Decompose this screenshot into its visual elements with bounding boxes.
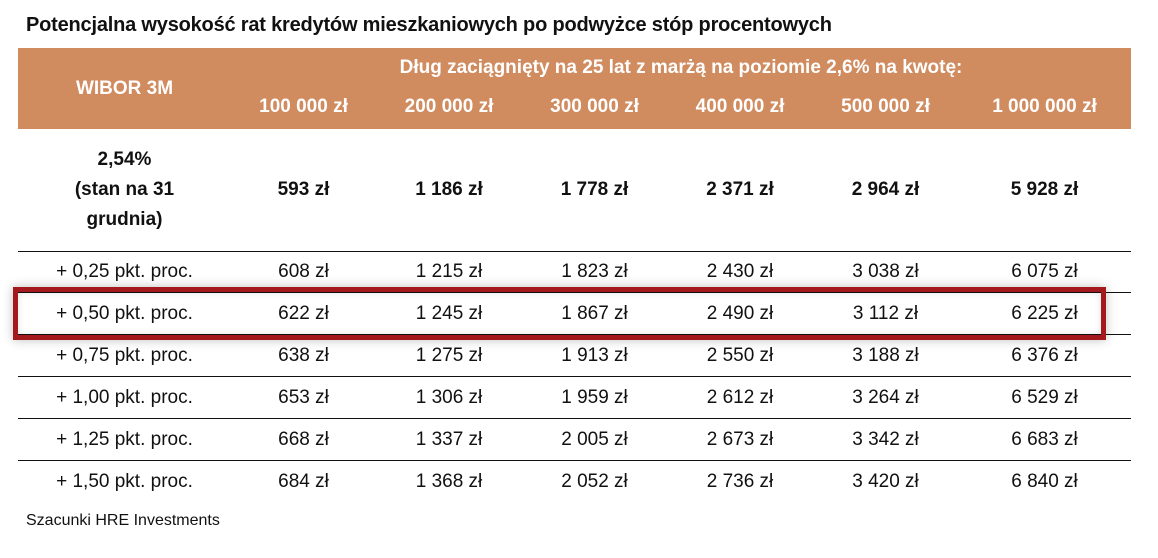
table-cell: 1 867 zł [561,302,628,324]
table-cell: 1 215 zł [415,260,483,282]
base-rate-note-1: (stan na 31 [74,179,175,200]
row-label: + 0,75 pkt. proc. [56,344,193,366]
table-cell: 6 376 zł [1011,344,1078,366]
table-cell: 593 zł [277,179,330,200]
table-cell: 1 823 zł [561,260,628,282]
table-cell: 6 075 zł [1011,260,1078,282]
table-cell: 3 188 zł [852,344,919,366]
table-cell: 2 430 zł [706,260,774,282]
table-header: WIBOR 3M Dług zaciągnięty na 25 lat z ma… [18,48,1131,129]
table-row: + 0,75 pkt. proc. 638 zł 1 275 zł 1 913 … [18,335,1131,377]
table-cell: 3 420 zł [852,470,919,492]
table-cell: 1 275 zł [415,344,483,366]
header-col-500k: 500 000 zł [841,96,930,117]
table-cell: 2 052 zł [561,470,628,492]
table-cell: 608 zł [278,260,329,282]
table-cell: 1 186 zł [415,179,483,200]
header-loan-description: Dług zaciągnięty na 25 lat z marżą na po… [399,57,963,78]
row-label: + 0,25 pkt. proc. [56,260,193,282]
table-cell: 3 342 zł [852,428,919,450]
header-col-200k: 200 000 zł [404,96,494,117]
header-wibor-label: WIBOR 3M [75,77,174,99]
table-cell: 5 928 zł [1010,179,1079,200]
table-cell: 6 840 zł [1011,470,1078,492]
table-cell: 3 264 zł [852,386,919,408]
table-cell: 1 959 zł [561,386,628,408]
table-cell: 2 371 zł [706,179,774,200]
table-cell: 6 683 zł [1011,428,1078,450]
table-cell: 1 306 zł [415,386,483,408]
table-cell: 1 913 zł [561,344,628,366]
table-title: Potencjalna wysokość rat kredytów mieszk… [26,14,832,36]
row-label: + 1,00 pkt. proc. [56,386,193,408]
table-row-highlighted: + 0,50 pkt. proc. 622 zł 1 245 zł 1 867 … [18,293,1131,335]
table-cell: 1 245 zł [415,302,483,324]
table-cell: 2 550 zł [706,344,774,366]
row-label-base: 2,54% (stan na 31 grudnia) [18,129,231,251]
row-label: + 1,25 pkt. proc. [56,428,193,450]
header-col-400k: 400 000 zł [695,96,785,117]
table-cell: 2 612 zł [706,386,774,408]
table-cell: 6 225 zł [1011,302,1078,324]
table-cell: 653 zł [278,386,329,408]
table-cell: 2 964 zł [851,179,920,200]
table-cell: 2 673 zł [706,428,774,450]
table-cell: 3 112 zł [852,302,919,324]
table-row: + 1,00 pkt. proc. 653 zł 1 306 zł 1 959 … [18,377,1131,419]
header-col-1m: 1 000 000 zł [992,96,1097,117]
table-row: + 1,25 pkt. proc. 668 zł 1 337 zł 2 005 … [18,419,1131,461]
header-amount-columns: 100 000 zł 200 000 zł 300 000 zł 400 000… [18,96,1131,122]
table-cell: 684 zł [278,470,329,492]
row-label: + 0,50 pkt. proc. [56,302,193,324]
table-cell: 2 490 zł [706,302,774,324]
header-col-300k: 300 000 zł [550,96,639,117]
table-cell: 1 778 zł [560,179,629,200]
base-rate-value: 2,54% [97,149,152,170]
table-cell: 2 736 zł [706,470,774,492]
table-cell: 6 529 zł [1011,386,1078,408]
table-cell: 622 zł [278,302,329,324]
table-row: + 0,25 pkt. proc. 608 zł 1 215 zł 1 823 … [18,251,1131,293]
table-row: + 1,50 pkt. proc. 684 zł 1 368 zł 2 052 … [18,461,1131,502]
table-row-base: 2,54% (stan na 31 grudnia) 593 zł 1 186 … [18,129,1131,252]
table-cell: 2 005 zł [561,428,628,450]
table-cell: 638 zł [278,344,329,366]
source-note: Szacunki HRE Investments [26,512,220,529]
table-cell: 668 zł [278,428,329,450]
base-rate-note-2: grudnia) [86,209,163,230]
table-cell: 3 038 zł [852,260,919,282]
table-cell: 1 337 zł [415,428,483,450]
table-cell: 1 368 zł [415,470,483,492]
row-label: + 1,50 pkt. proc. [56,470,193,492]
header-col-100k: 100 000 zł [259,96,348,117]
